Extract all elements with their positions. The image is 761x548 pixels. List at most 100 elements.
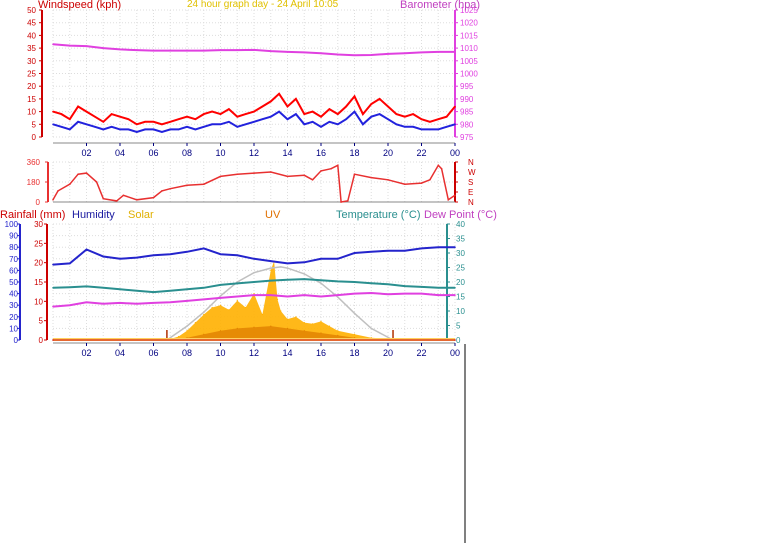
dewpoint-series-point <box>454 294 456 296</box>
windspeed-series-point <box>387 118 389 120</box>
gust-series-point <box>286 105 289 108</box>
rainfall-series-point <box>454 339 456 341</box>
dewpoint-series-point <box>169 301 172 304</box>
uv-area-point <box>253 326 255 328</box>
humidity-series-point <box>152 254 155 257</box>
dewpoint-series-point <box>219 297 222 299</box>
humidity-series-point <box>353 252 356 254</box>
barometer-series-point <box>337 53 339 56</box>
direction-series-point <box>203 183 205 185</box>
direction-series-point <box>95 181 98 183</box>
solar-area <box>166 261 393 340</box>
barometer-series-point <box>219 49 222 51</box>
y-tick-label: 45 <box>27 19 36 28</box>
y-tick-label: 1015 <box>460 31 478 40</box>
y-tick-label: 40 <box>9 290 18 299</box>
graph-date-title: 24 hour graph day - 24 April 10:05 <box>187 0 339 10</box>
x-tick-label: 06 <box>148 148 158 158</box>
gust-series-point <box>211 110 213 113</box>
direction-series-point <box>454 194 456 197</box>
y-tick-label: 20 <box>27 82 36 91</box>
direction-series-point <box>337 164 339 167</box>
windspeed-series-point <box>362 123 364 126</box>
gust-series-point <box>60 113 63 115</box>
legend-solar: Solar <box>128 209 154 221</box>
uv-area-point <box>286 327 289 329</box>
solar-area-point <box>337 330 339 332</box>
gust-series-point <box>445 115 448 118</box>
temperature-series-point <box>337 280 339 283</box>
y-tick-label: 10 <box>27 108 36 117</box>
solar-area-point <box>286 318 289 320</box>
humidity-series-point <box>387 249 389 252</box>
max-solar-curve-point <box>253 271 255 274</box>
y-tick-label: E <box>468 188 473 197</box>
direction-series-point <box>320 170 322 172</box>
gust-series-point <box>219 113 222 115</box>
humidity-series-point <box>303 261 306 264</box>
solar-area-point <box>280 310 282 312</box>
uv-area-point <box>236 327 238 329</box>
direction-series-point <box>219 175 222 178</box>
dewpoint-series-point <box>387 293 389 296</box>
max-solar-curve-point <box>337 296 339 298</box>
y-tick-label: 30 <box>9 301 18 310</box>
windspeed-series-point <box>270 115 272 118</box>
temperature-series-point <box>136 289 138 292</box>
windspeed-series-point <box>60 126 63 128</box>
barometer-series-point <box>370 54 373 56</box>
solar-area-point <box>353 333 356 335</box>
dewpoint-series-point <box>420 292 423 295</box>
y-tick-label: 50 <box>9 278 18 287</box>
barometer-series-point <box>387 53 389 55</box>
humidity-series-point <box>253 258 255 260</box>
y-tick-label: 0 <box>456 336 461 345</box>
windspeed-series-point <box>144 128 146 131</box>
barometer-series-point <box>102 47 105 49</box>
gust-series-point <box>412 113 414 115</box>
humidity-series-point <box>454 246 456 248</box>
x-tick-label: 10 <box>215 348 225 358</box>
windspeed-series-point <box>295 113 297 115</box>
barometer-series-point <box>52 43 54 46</box>
temperature-series-point <box>303 278 306 280</box>
gust-series-point <box>77 105 79 108</box>
y-tick-label: 15 <box>34 278 43 287</box>
gust-series-point <box>244 113 247 115</box>
barometer-series-point <box>303 51 306 54</box>
barometer-series-point <box>119 48 121 51</box>
gust-series-point <box>102 121 105 123</box>
uv-area-point <box>337 334 339 336</box>
legend-temperature: Temperature (°C) <box>336 209 421 221</box>
humidity-series-point <box>186 251 188 253</box>
temperature-series-point <box>454 287 456 289</box>
y-tick-label: 5 <box>32 120 37 129</box>
uv-area-point <box>219 330 222 332</box>
dewpoint-series-point <box>286 295 289 298</box>
direction-series-point <box>330 167 332 170</box>
temperature-series-point <box>102 287 105 289</box>
dewpoint-series-point <box>437 294 440 296</box>
y-tick-label: 20 <box>9 313 18 322</box>
y-tick-label: 0 <box>39 336 44 345</box>
rainfall-series-point <box>52 339 54 341</box>
windspeed-series-point <box>445 126 448 128</box>
dewpoint-series-point <box>337 294 339 296</box>
dewpoint-series-point <box>85 301 88 304</box>
solar-area-point <box>261 313 263 316</box>
gust-series-point <box>454 105 456 108</box>
gust-series-point <box>378 98 381 100</box>
humidity-series-point <box>85 248 88 251</box>
x-tick-label: 14 <box>282 348 292 358</box>
windspeed-series-point <box>286 118 289 120</box>
dewpoint-series-point <box>186 300 188 302</box>
uv-area-point <box>270 325 272 327</box>
dewpoint-series-point <box>370 292 373 294</box>
windspeed-series-point <box>429 128 431 131</box>
y-tick-label: N <box>468 158 474 167</box>
y-tick-label: 10 <box>9 324 18 333</box>
direction-series-point <box>437 164 440 167</box>
gust-series-point <box>303 113 306 115</box>
